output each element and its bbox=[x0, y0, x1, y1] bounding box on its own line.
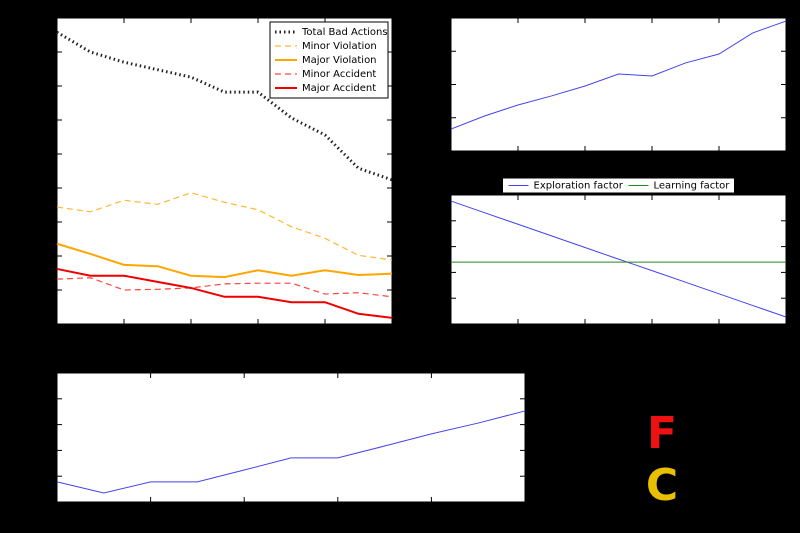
legend-label: Total Bad Actions bbox=[301, 27, 388, 38]
legend-label: Minor Violation bbox=[302, 41, 377, 52]
legend-label: Major Accident bbox=[302, 83, 376, 94]
series-line bbox=[56, 277, 393, 298]
legend-label: Learning factor bbox=[654, 181, 731, 192]
series-line bbox=[56, 242, 393, 279]
series-line bbox=[450, 200, 787, 318]
legend-label: Major Violation bbox=[302, 55, 377, 66]
plot-area bbox=[56, 372, 526, 503]
legend-label: Exploration factor bbox=[534, 181, 624, 192]
reliability-grade: C bbox=[646, 460, 678, 511]
plot-area bbox=[450, 17, 787, 152]
series-line bbox=[56, 410, 526, 494]
legend-box bbox=[502, 177, 735, 194]
safety-grade: F bbox=[647, 408, 677, 459]
legend-label: Minor Accident bbox=[302, 69, 376, 80]
series-line bbox=[56, 267, 393, 319]
series-line bbox=[450, 20, 787, 130]
series-line bbox=[56, 192, 393, 261]
